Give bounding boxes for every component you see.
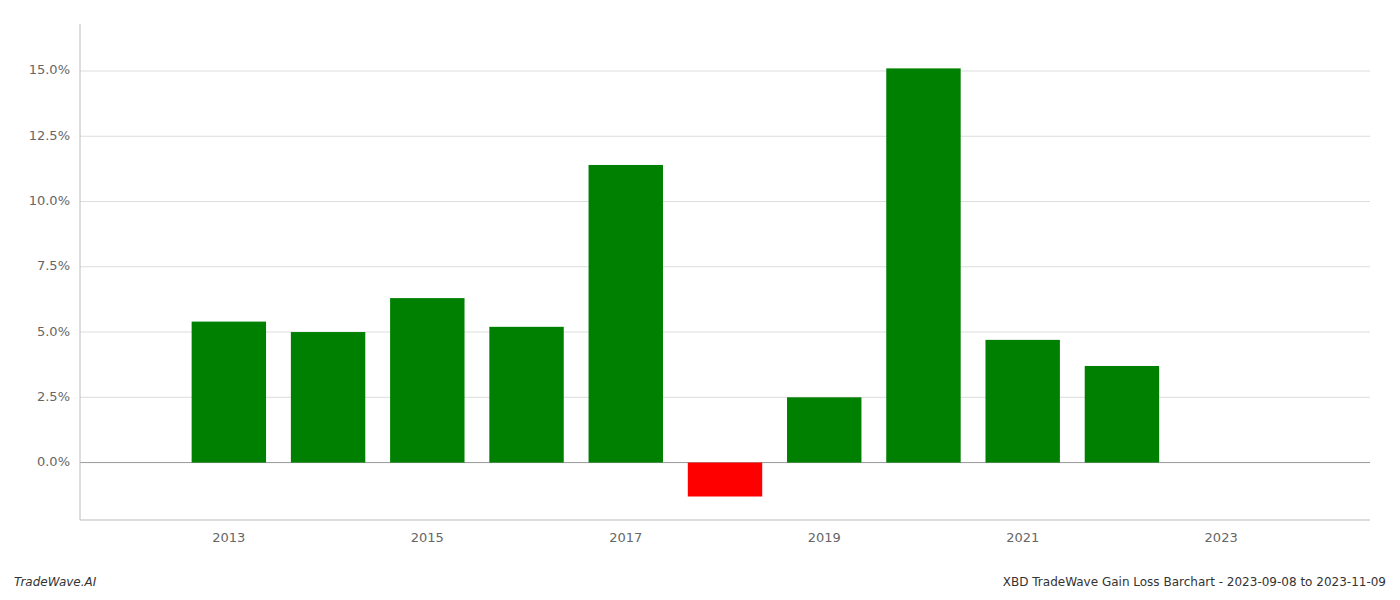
grid-line bbox=[80, 201, 1370, 202]
bar bbox=[787, 397, 861, 462]
bar bbox=[886, 68, 960, 462]
grid-line bbox=[80, 332, 1370, 333]
y-tick-labels: 0.0% 2.5% 5.0% 7.5% 10.0% 12.5% 15.0% bbox=[29, 62, 70, 469]
bar bbox=[390, 298, 464, 462]
x-tick-label: 2021 bbox=[1006, 530, 1039, 545]
bar bbox=[589, 165, 663, 463]
x-tick-label: 2017 bbox=[609, 530, 642, 545]
grid-line bbox=[80, 70, 1370, 71]
y-tick-label: 0.0% bbox=[37, 454, 70, 469]
chart-svg: 0.0%2.5%5.0%7.5%10.0%12.5%15.0%201320152… bbox=[0, 0, 1400, 600]
footer-left: TradeWave.AI bbox=[14, 575, 97, 589]
footer-right: XBD TradeWave Gain Loss Barchart - 2023-… bbox=[1003, 575, 1386, 589]
y-tick-label: 7.5% bbox=[37, 258, 70, 273]
bar bbox=[291, 332, 365, 463]
chart-container: 0.0%2.5%5.0%7.5%10.0%12.5%15.0%201320152… bbox=[0, 0, 1400, 600]
y-axis-line bbox=[80, 24, 81, 520]
y-tick-label: 15.0% bbox=[29, 62, 70, 77]
bar bbox=[1085, 366, 1159, 463]
x-tick-label: 2013 bbox=[212, 530, 245, 545]
bars bbox=[192, 68, 1160, 496]
y-tick-label: 5.0% bbox=[37, 324, 70, 339]
y-tick-label: 12.5% bbox=[29, 128, 70, 143]
x-axis-line bbox=[80, 520, 1370, 521]
x-tick-label: 2015 bbox=[411, 530, 444, 545]
y-tick-label: 10.0% bbox=[29, 193, 70, 208]
bar bbox=[985, 340, 1059, 463]
y-tick-label: 2.5% bbox=[37, 389, 70, 404]
grid-line bbox=[80, 136, 1370, 137]
x-tick-label: 2023 bbox=[1205, 530, 1238, 545]
x-tick-labels: 2013 2015 2017 2019 2021 2023 bbox=[212, 530, 1237, 545]
grid-line bbox=[80, 266, 1370, 267]
bar bbox=[489, 327, 563, 463]
grid-line bbox=[80, 397, 1370, 398]
bar bbox=[688, 463, 762, 497]
grid bbox=[80, 71, 1370, 463]
x-tick-label: 2019 bbox=[808, 530, 841, 545]
bar bbox=[192, 322, 266, 463]
